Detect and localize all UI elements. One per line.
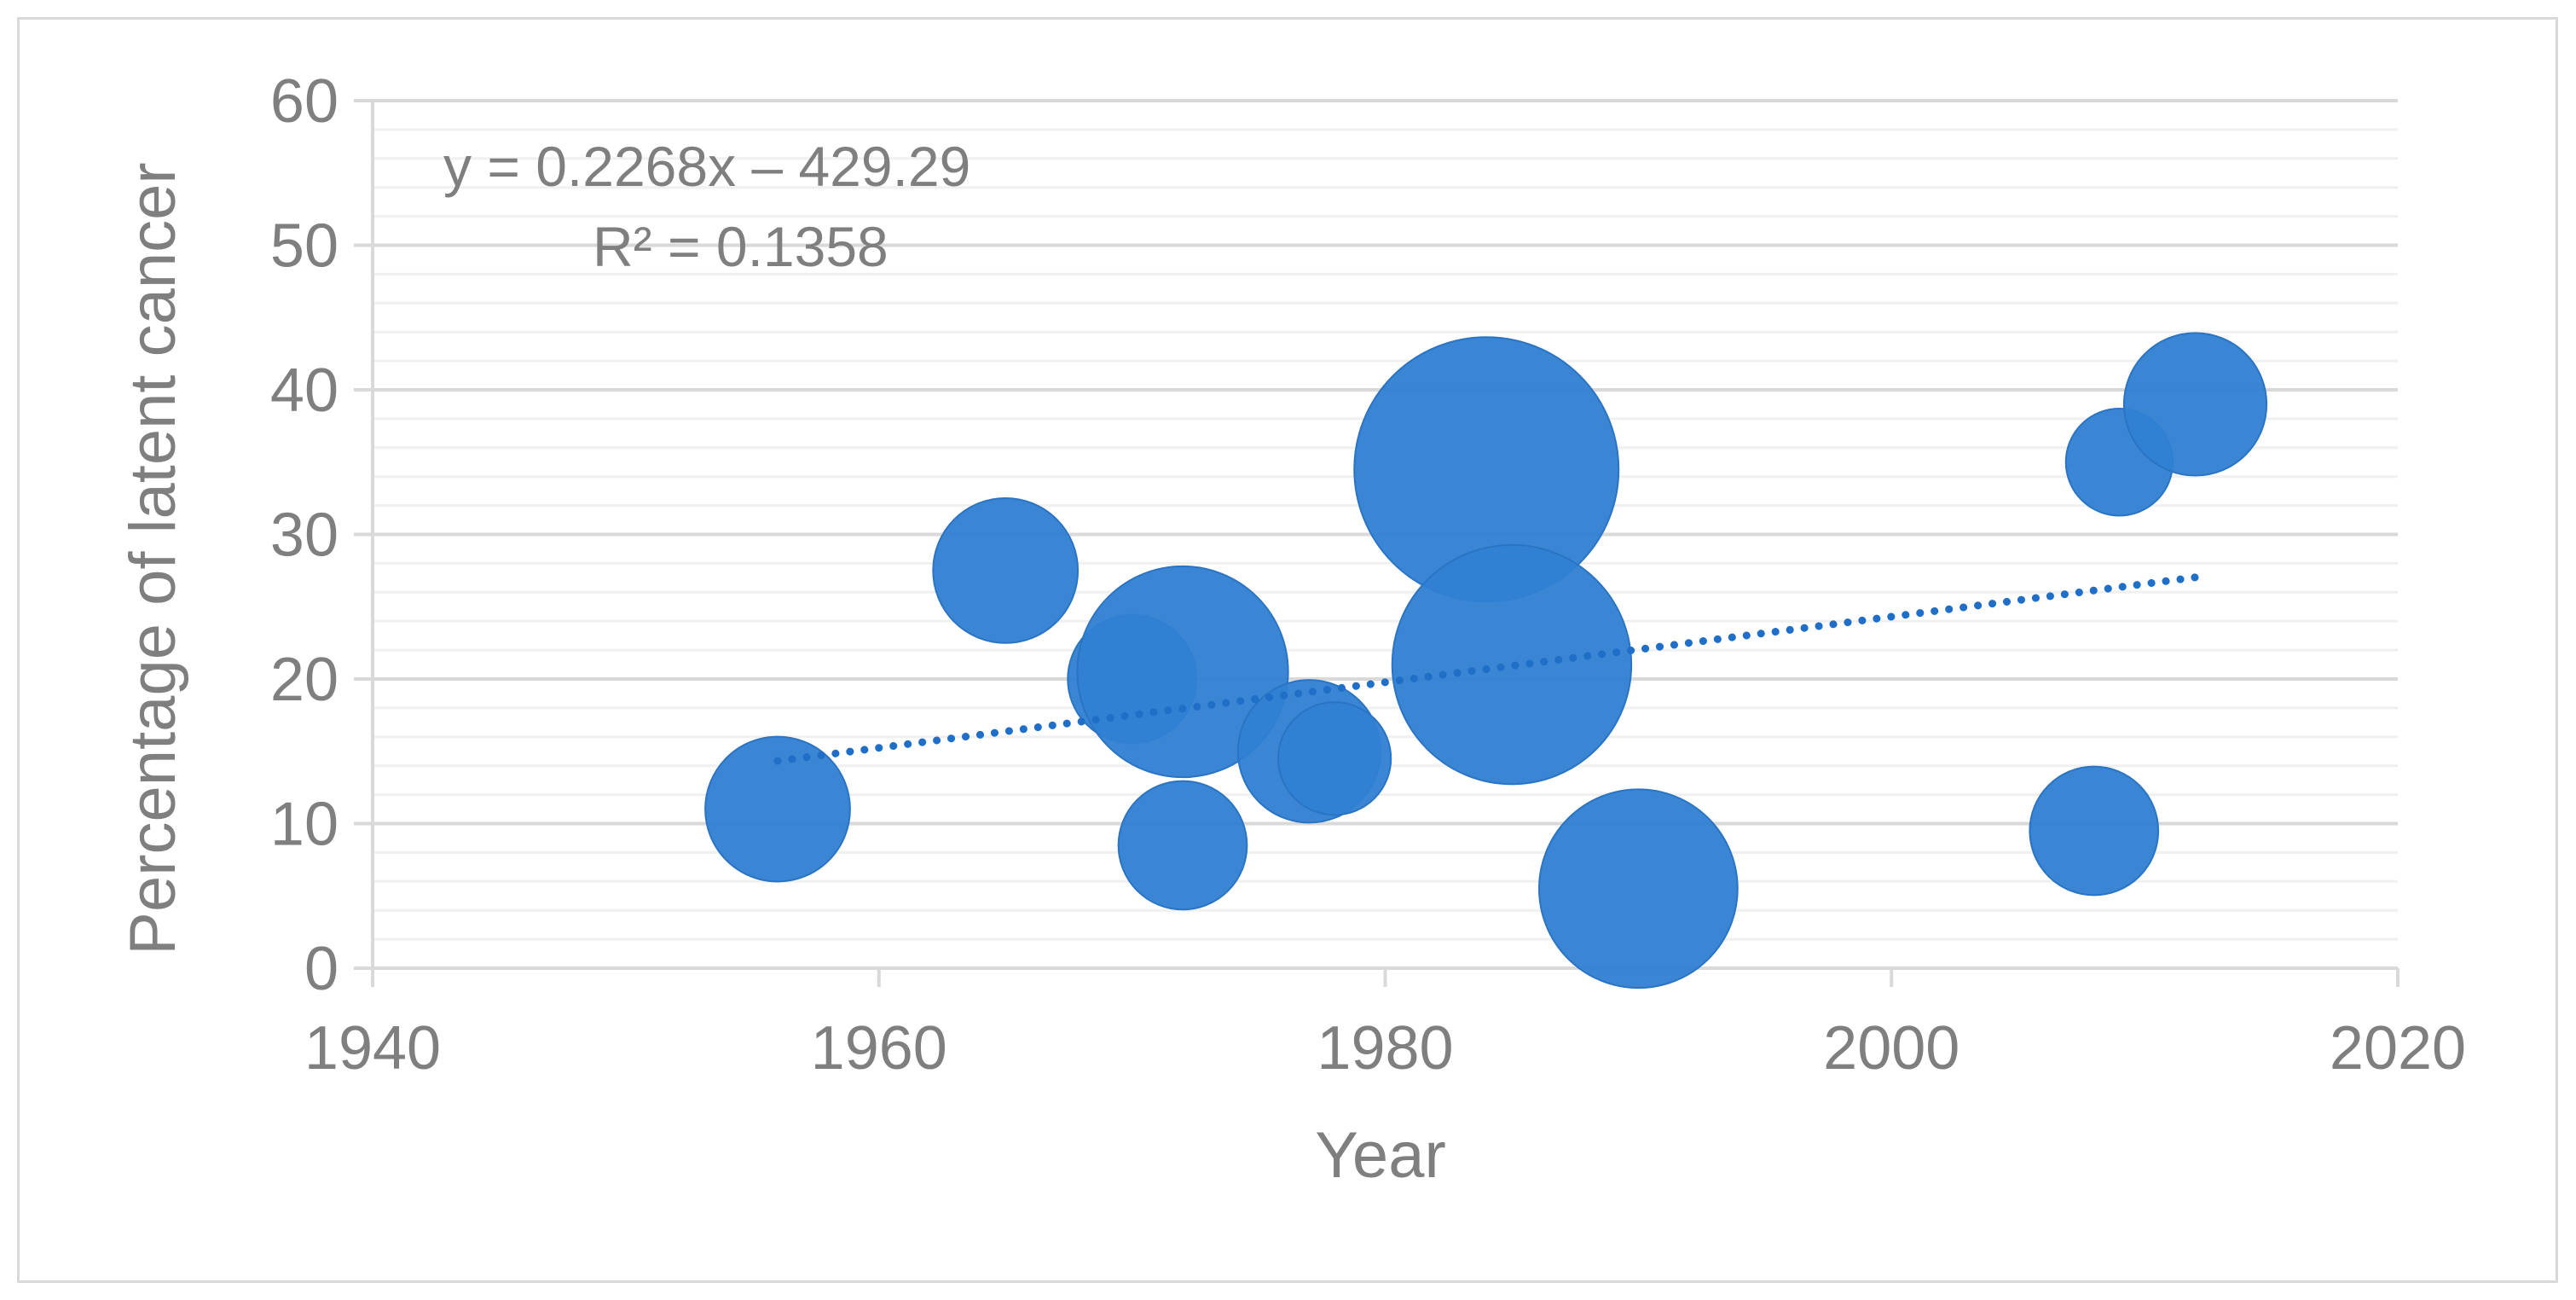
x-tick-label: 1980 (1317, 1014, 1453, 1082)
y-tick-label: 60 (270, 67, 339, 136)
bubble (932, 496, 1080, 644)
bubble (2122, 332, 2268, 477)
trendline-path (773, 573, 2199, 765)
bubble (2029, 765, 2160, 897)
y-tick-labels: 0 10 20 30 40 50 60 (270, 67, 339, 1003)
y-tick-label: 30 (270, 502, 339, 570)
bubble (1538, 788, 1739, 990)
bubble (704, 735, 851, 883)
x-tick-label: 1940 (304, 1014, 441, 1082)
y-tick-label: 10 (270, 791, 339, 859)
x-axis-title: Year (1315, 1119, 1446, 1192)
y-tick-label: 0 (304, 935, 339, 1003)
bubble (1277, 701, 1392, 816)
x-tick-label: 2020 (2330, 1014, 2466, 1082)
minor-grid (373, 128, 2398, 941)
bubble-series (704, 332, 2268, 990)
x-tick-label: 2000 (1823, 1014, 1959, 1082)
trendline-equation: y = 0.2268x – 429.29 (443, 135, 970, 198)
bubble (1117, 780, 1248, 911)
y-tick-label: 50 (270, 212, 339, 281)
y-axis-title: Percentage of latent cancer (117, 162, 189, 955)
axes (354, 99, 2399, 987)
y-tick-label: 20 (270, 646, 339, 714)
x-tick-label: 1960 (811, 1014, 947, 1082)
y-tick-label: 40 (270, 357, 339, 425)
x-tick-labels: 1940 1960 1980 2000 2020 (304, 1014, 2466, 1082)
trendline (773, 573, 2199, 765)
bubble (1076, 565, 1289, 779)
trendline-r-squared: R² = 0.1358 (593, 215, 889, 278)
